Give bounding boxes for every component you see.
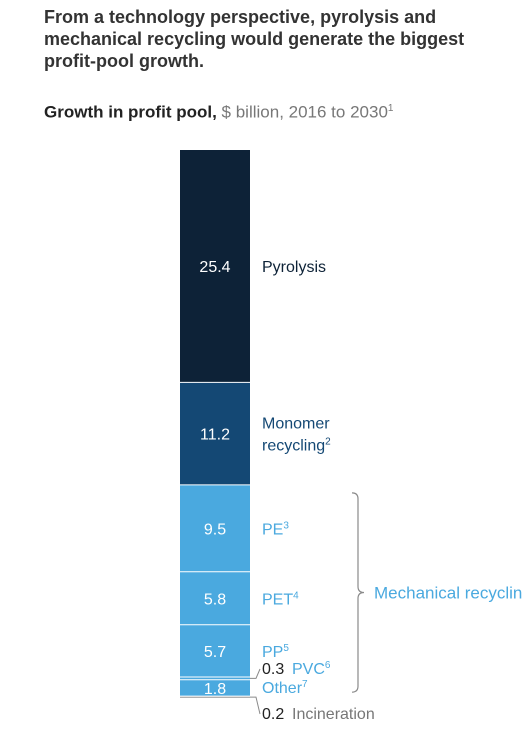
category-label-pet: PET4 <box>262 590 299 608</box>
bar-other <box>180 679 250 697</box>
category-footnote-pvc: 6 <box>325 660 331 671</box>
bar-monomer-recycling <box>180 382 250 485</box>
bar-pe <box>180 484 250 572</box>
group-brace <box>351 492 365 693</box>
bar-pet <box>180 571 250 625</box>
category-footnote-pp: 5 <box>283 643 289 654</box>
value-label-pe: 9.5 <box>204 521 226 538</box>
category-label-pe: PE3 <box>262 520 289 538</box>
category-label-monomer-recycling: Monomer recycling2 <box>262 416 331 455</box>
category-footnote-monomer-recycling: 2 <box>325 437 331 448</box>
category-label-pp: PP5 <box>262 643 289 661</box>
category-label-line: PP <box>262 644 283 661</box>
category-label-pyrolysis: Pyrolysis <box>262 259 326 276</box>
category-label-incineration: Incineration <box>292 706 375 723</box>
category-label-line: Pyrolysis <box>262 259 326 276</box>
chart-subtitle: Growth in profit pool, $ billion, 2016 t… <box>44 98 393 124</box>
value-label-other: 1.8 <box>204 681 226 698</box>
value-label-pp: 5.7 <box>204 644 226 661</box>
bar-pvc <box>180 676 250 680</box>
bar-pyrolysis <box>180 150 250 383</box>
category-label-line: PET <box>262 591 293 608</box>
value-label-pyrolysis: 25.4 <box>199 259 230 276</box>
group-label-mechanical-recycling: Mechanical recycling <box>374 584 522 603</box>
subtitle-bold: Growth in profit pool, <box>44 102 217 122</box>
category-label-line: PVC <box>292 661 325 678</box>
value-label-pvc: 0.3 <box>262 661 284 678</box>
value-label-incineration: 0.2 <box>262 706 284 723</box>
subtitle-footnote: 1 <box>387 103 394 114</box>
leader-line-pvc <box>250 668 261 679</box>
leader-line-incineration <box>250 696 261 715</box>
chart-headline: From a technology perspective, pyrolysis… <box>44 7 465 71</box>
category-footnote-pe: 3 <box>283 520 289 531</box>
category-footnote-pet: 4 <box>293 590 299 601</box>
bar-pp <box>180 624 250 677</box>
subtitle-units: $ billion, 2016 to 2030 <box>221 102 388 122</box>
value-label-pet: 5.8 <box>204 591 226 608</box>
category-label-line: Incineration <box>292 706 375 723</box>
bar-incineration <box>180 696 250 698</box>
category-label-line: recycling <box>262 438 325 455</box>
category-label-pvc: PVC6 <box>292 660 331 678</box>
category-footnote-other: 7 <box>302 679 308 690</box>
category-label-line: PE <box>262 521 283 538</box>
category-label-line: Monomer <box>262 416 330 433</box>
category-label-other: Other7 <box>262 679 308 697</box>
value-label-monomer-recycling: 11.2 <box>200 427 230 444</box>
category-label-line: Other <box>262 680 303 697</box>
